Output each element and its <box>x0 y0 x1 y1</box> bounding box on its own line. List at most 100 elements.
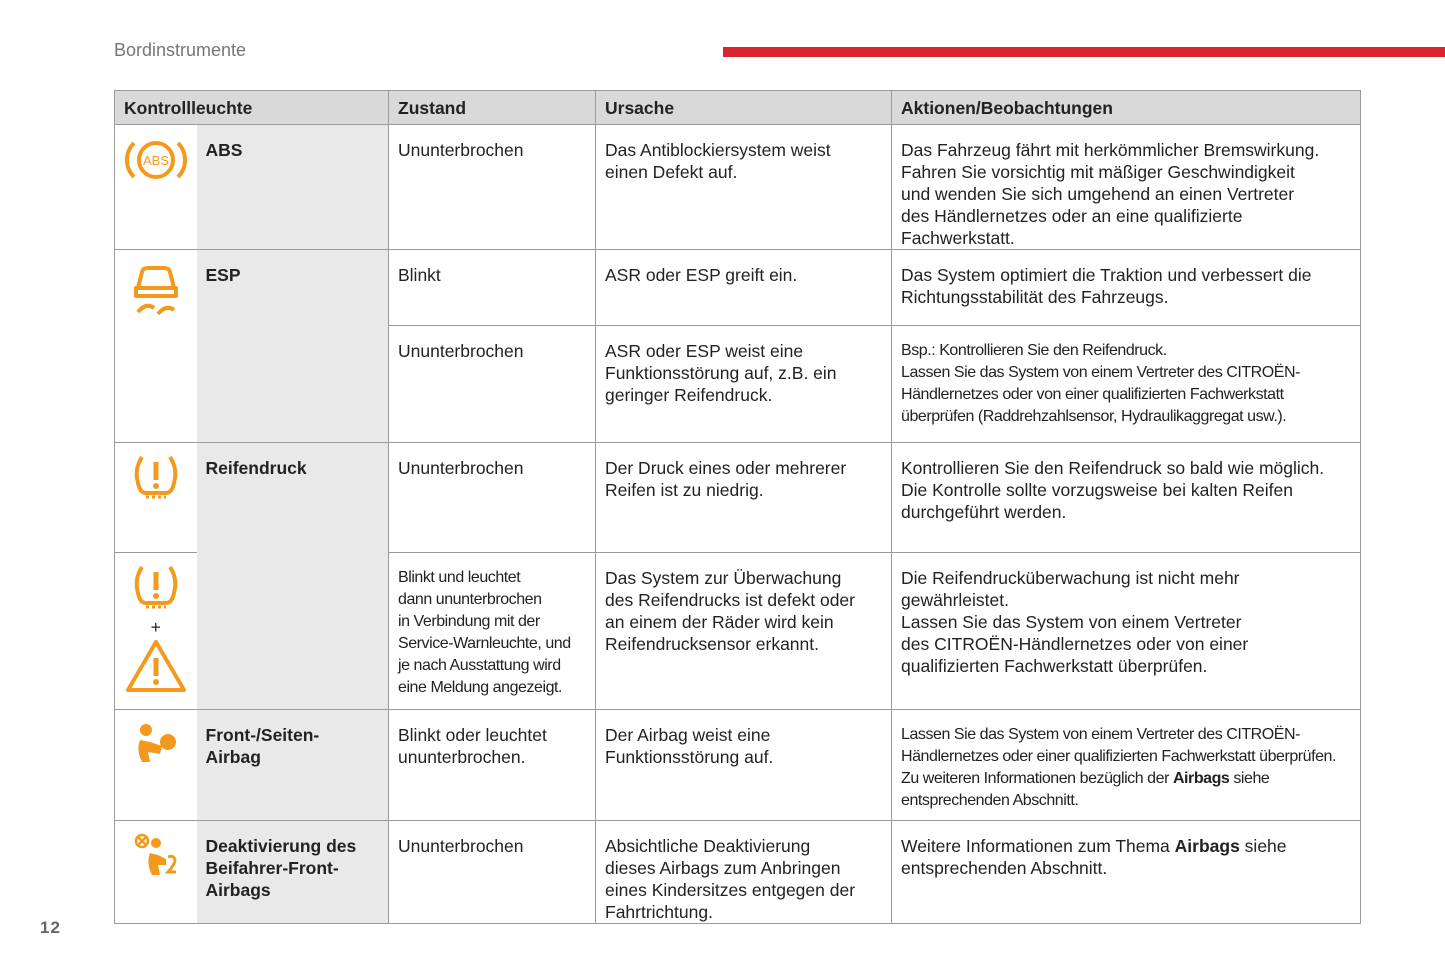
action-cell: Bsp.: Kontrollieren Sie den Reifendruck.… <box>891 325 1361 443</box>
action-cell: Das Fahrzeug fährt mit herkömmlicher Bre… <box>891 124 1361 250</box>
text-line: Blinkt oder leuchtet <box>398 725 547 745</box>
table-row: Ununterbrochen ASR oder ESP weist eine Fun… <box>115 325 1361 443</box>
column-header: Kontrollleuchte <box>114 90 389 125</box>
text-line: entsprechenden Abschnitt. <box>901 858 1108 878</box>
text-line: Fahren Sie vorsichtig mit mäßiger Geschw… <box>901 162 1295 182</box>
text-line: Ununterbrochen <box>398 458 524 478</box>
table-row: Front-/Seiten- Airbag Blinkt oder leuchtet… <box>114 709 1361 821</box>
text-line: des CITROËN-Händlernetzes oder von einer <box>901 634 1249 654</box>
action-cell: Kontrollieren Sie den Reifendruck so bal… <box>891 442 1361 553</box>
tire-pressure-icon <box>134 455 178 499</box>
light-name: ESP <box>196 249 389 443</box>
light-name: Deaktivierung des Beifahrer-Front- Airbags <box>196 820 389 924</box>
text-line: Deaktivierung des <box>205 836 357 856</box>
text-line: ASR oder ESP weist eine <box>605 341 804 361</box>
text-line: ASR oder ESP greift ein. <box>605 265 798 285</box>
table-row: + Blinkt und leuchtet dann ununterbrochen i… <box>114 552 1361 710</box>
text-line: des Händlernetzes oder an eine qualifizi… <box>901 206 1243 226</box>
icon-cell <box>114 709 197 821</box>
icon-cell <box>114 820 197 924</box>
icon-cell: ABS <box>114 124 197 250</box>
text-line: Lassen Sie das System von einem Vertrete… <box>901 364 1300 381</box>
text-line: ESP <box>205 265 241 285</box>
cause-cell: Absichtliche Deaktivierung dieses Airbags… <box>595 820 892 924</box>
text-segment: Airbags <box>1174 836 1240 856</box>
text-line: Beifahrer-Front- <box>205 858 339 878</box>
text-line: überprüfen (Raddrehzahlsensor, Hydraulik… <box>901 408 1287 425</box>
airbag-off-icon <box>134 833 177 875</box>
text-line: Blinkt <box>398 265 441 285</box>
text-line: Händlernetzes oder von einer qualifizier… <box>901 386 1284 403</box>
text-line: Ununterbrochen <box>398 341 524 361</box>
icon-cell <box>114 249 197 443</box>
text-line: Fahrtrichtung. <box>605 902 713 922</box>
icon-cell: + <box>114 552 197 710</box>
cause-cell: ASR oder ESP greift ein. <box>595 249 892 326</box>
text-line: Ununterbrochen <box>398 836 524 856</box>
text-line: gewährleistet. <box>901 590 1009 610</box>
text-line: ABS <box>205 140 243 160</box>
text-line: Zu weiteren Informationen bezüglich der … <box>901 768 1351 790</box>
text-line: Fachwerkstatt. <box>901 228 1015 248</box>
text-line: Der Druck eines oder mehrerer <box>605 458 847 478</box>
tire-pressure-icon <box>134 565 178 609</box>
text-line: Die Reifendrucküberwachung ist nicht meh… <box>901 568 1240 588</box>
text-line: qualifizierten Fachwerkstatt überprüfen. <box>901 656 1208 676</box>
action-cell: Weitere Informationen zum Thema Airbags … <box>891 820 1361 924</box>
text-line: durchgeführt werden. <box>901 502 1067 522</box>
action-cell: Lassen Sie das System von einem Vertrete… <box>891 709 1361 821</box>
text-line: eines Kindersitzes entgegen der <box>605 880 856 900</box>
header-row: Kontrollleuchte Zustand Ursache Aktionen… <box>114 90 1361 125</box>
text-segment: Weitere Informationen zum Thema <box>901 836 1175 856</box>
text-line: Reifendrucksensor erkannt. <box>605 634 819 654</box>
text-line: Ununterbrochen <box>398 140 524 160</box>
text-line: Airbag <box>205 747 261 767</box>
text-line: geringer Reifendruck. <box>605 385 773 405</box>
text-line: Händlernetzes oder einer qualifizierten … <box>901 748 1337 765</box>
text-line: einen Defekt auf. <box>605 162 738 182</box>
light-name: ABS <box>196 124 389 250</box>
column-header: Aktionen/Beobachtungen <box>891 90 1361 125</box>
cause-cell: Der Airbag weist eine Funktionsstörung au… <box>595 709 892 821</box>
plus-sign: + <box>150 617 161 637</box>
table-row: ESP Blinkt ASR oder ESP greift ein. Das Sys… <box>114 249 1361 443</box>
cause-cell: Das System zur Überwachung des Reifendruc… <box>595 552 892 710</box>
state-cell: Ununterbrochen <box>388 325 596 443</box>
column-header: Ursache <box>595 90 892 125</box>
airbag-icon <box>138 724 176 762</box>
text-segment: Zu weiteren Informationen bezüglich der <box>901 770 1173 787</box>
text-line: des Reifendrucks ist defekt oder <box>605 590 855 610</box>
icon-cell <box>114 442 197 553</box>
light-name: Reifendruck <box>196 442 389 710</box>
table-row: ABS ABS Ununterbrochen Das Antiblockiersyst… <box>114 124 1361 250</box>
text-line: dann ununterbrochen <box>398 591 542 608</box>
text-line: je nach Ausstattung wird <box>398 657 561 674</box>
text-line: eine Meldung angezeigt. <box>398 679 563 696</box>
text-segment: Airbags <box>1172 770 1230 787</box>
text-line: Lassen Sie das System von einem Vertrete… <box>901 726 1300 743</box>
page-number: 12 <box>40 918 61 937</box>
text-line: an einem der Räder wird kein <box>605 612 834 632</box>
text-line: ununterbrochen. <box>398 747 526 767</box>
text-line: Blinkt und leuchtet <box>398 569 521 586</box>
text-line: Der Airbag weist eine <box>605 725 771 745</box>
cause-cell: Der Druck eines oder mehrerer Reifen ist … <box>595 442 892 553</box>
state-cell: Ununterbrochen <box>388 820 596 924</box>
text-line: Das System optimiert die Traktion und ve… <box>901 265 1312 285</box>
text-line: entsprechenden Abschnitt. <box>901 792 1079 809</box>
warning-lights-table: Kontrollleuchte Zustand Ursache Aktionen… <box>114 90 1361 924</box>
text-line: Kontrollieren Sie den Reifendruck so bal… <box>901 458 1325 478</box>
text-line: Bsp.: Kontrollieren Sie den Reifendruck. <box>901 342 1167 359</box>
text-line: Lassen Sie das System von einem Vertrete… <box>901 612 1242 632</box>
text-segment: siehe <box>1239 836 1287 856</box>
action-cell: Das System optimiert die Traktion und ve… <box>891 249 1361 326</box>
table-row: Deaktivierung des Beifahrer-Front- Airbags… <box>114 820 1361 924</box>
text-line: und wenden Sie sich umgehend an einen Ve… <box>901 184 1295 204</box>
text-line: Reifen ist zu niedrig. <box>605 480 764 500</box>
table-row: Reifendruck Ununterbrochen Der Druck eines… <box>114 442 1361 710</box>
cause-cell: Das Antiblockiersystem weist einen Defekt… <box>595 124 892 250</box>
text-line: Reifendruck <box>205 458 307 478</box>
text-line: Die Kontrolle sollte vorzugsweise bei ka… <box>901 480 1294 500</box>
action-cell: Die Reifendrucküberwachung ist nicht meh… <box>891 552 1361 710</box>
